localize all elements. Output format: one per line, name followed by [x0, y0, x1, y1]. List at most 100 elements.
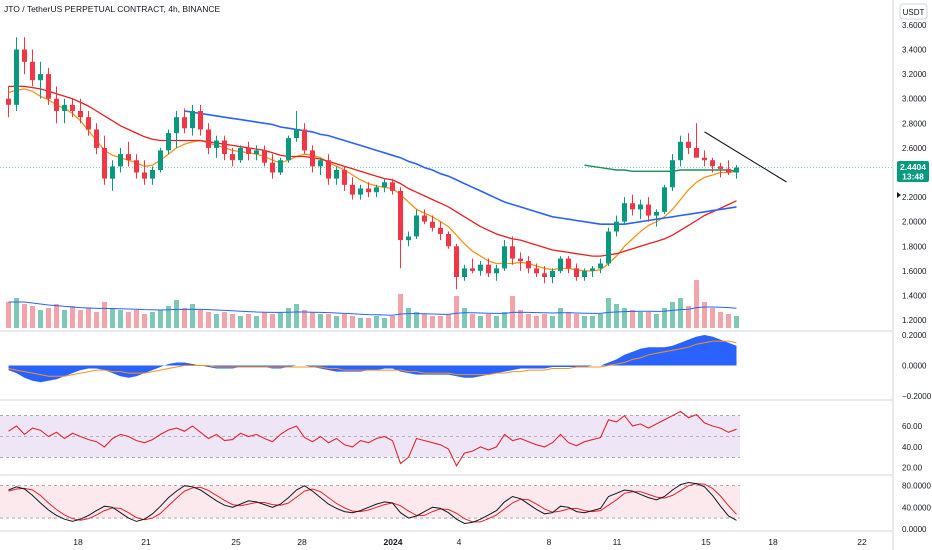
candle[interactable] [630, 194, 635, 216]
candle[interactable] [622, 197, 627, 225]
candle[interactable] [14, 37, 19, 111]
candle[interactable] [446, 231, 451, 249]
candle[interactable] [302, 123, 307, 155]
candle[interactable] [38, 61, 43, 99]
candle[interactable] [270, 154, 275, 179]
candle[interactable] [294, 111, 299, 142]
currency-button[interactable]: USDT [899, 3, 928, 20]
candle[interactable] [726, 160, 731, 175]
candle[interactable] [526, 256, 531, 274]
candle[interactable] [230, 147, 235, 167]
candle[interactable] [390, 178, 395, 195]
candle[interactable] [462, 264, 467, 281]
candle[interactable] [486, 258, 491, 277]
candle[interactable] [214, 135, 219, 158]
candle[interactable] [134, 154, 139, 179]
candle[interactable] [262, 145, 267, 167]
candle[interactable] [30, 49, 35, 87]
rsi-pane[interactable]: 60.00 40.00 20.00 [0, 410, 923, 473]
candle[interactable] [86, 111, 91, 136]
candle[interactable] [422, 209, 427, 225]
candle[interactable] [414, 209, 419, 239]
candle[interactable] [6, 86, 11, 118]
candle[interactable] [102, 135, 107, 185]
candle[interactable] [678, 135, 683, 167]
candle[interactable] [494, 264, 499, 281]
candle[interactable] [702, 150, 707, 167]
candle[interactable] [734, 165, 739, 179]
candle[interactable] [246, 141, 251, 161]
candle[interactable] [510, 236, 515, 265]
candle[interactable] [342, 166, 347, 191]
candle[interactable] [382, 178, 387, 193]
candle[interactable] [278, 157, 283, 175]
candle[interactable] [598, 258, 603, 274]
candle[interactable] [542, 266, 547, 284]
candle[interactable] [182, 108, 187, 134]
candle[interactable] [78, 98, 83, 124]
candle[interactable] [406, 231, 411, 247]
descending-trendline[interactable] [704, 131, 787, 183]
candle[interactable] [710, 157, 715, 173]
candle[interactable] [718, 162, 723, 178]
candle[interactable] [582, 268, 587, 281]
candle[interactable] [502, 240, 507, 271]
stochastic-pane[interactable]: 80.0000 40.0000 0.0000 [0, 482, 931, 534]
candle[interactable] [654, 209, 659, 227]
candle[interactable] [574, 263, 579, 281]
candle[interactable] [22, 37, 27, 75]
candle[interactable] [286, 135, 291, 163]
candle[interactable] [558, 256, 563, 274]
candle[interactable] [430, 215, 435, 232]
candle[interactable] [318, 157, 323, 175]
candle[interactable] [310, 145, 315, 173]
price-pane[interactable]: 3.60003.40003.20003.00002.80002.60002.40… [0, 21, 927, 328]
candle[interactable] [398, 187, 403, 269]
candle[interactable] [638, 199, 643, 220]
candle[interactable] [198, 104, 203, 136]
candle[interactable] [438, 221, 443, 241]
candle[interactable] [142, 160, 147, 185]
candle[interactable] [646, 197, 651, 222]
candle[interactable] [686, 133, 691, 155]
candle[interactable] [118, 147, 123, 173]
candle[interactable] [94, 123, 99, 155]
candle[interactable] [238, 145, 243, 163]
candle[interactable] [166, 129, 171, 155]
candle[interactable] [470, 258, 475, 274]
candle[interactable] [150, 166, 155, 185]
candle[interactable] [54, 86, 59, 124]
candle[interactable] [110, 160, 115, 191]
candle[interactable] [566, 256, 571, 274]
macd-pane[interactable]: 0.2000 0.0000 −0.2000 [8, 331, 932, 401]
candle[interactable] [158, 147, 163, 173]
candle[interactable] [126, 141, 131, 167]
time-axis[interactable]: 18 21 25 28 2024 4 8 11 15 18 22 [73, 537, 867, 547]
candle[interactable] [662, 184, 667, 215]
candle[interactable] [534, 263, 539, 278]
candle[interactable] [326, 154, 331, 185]
candle[interactable] [190, 104, 195, 136]
candle[interactable] [606, 227, 611, 266]
candle[interactable] [46, 68, 51, 105]
candle[interactable] [374, 184, 379, 198]
candle[interactable] [174, 111, 179, 148]
candle[interactable] [590, 266, 595, 277]
candle[interactable] [70, 98, 75, 118]
candle[interactable] [358, 184, 363, 200]
candle[interactable] [222, 135, 227, 161]
candle[interactable] [454, 243, 459, 290]
candle[interactable] [254, 145, 259, 161]
candle[interactable] [670, 154, 675, 191]
candle[interactable] [614, 215, 619, 237]
candle[interactable] [478, 261, 483, 276]
candle[interactable] [350, 177, 355, 200]
candle[interactable] [550, 268, 555, 284]
candle[interactable] [334, 166, 339, 185]
candle[interactable] [366, 182, 371, 198]
candle[interactable] [206, 123, 211, 155]
candle[interactable] [62, 98, 67, 124]
candle[interactable] [694, 123, 699, 158]
candle[interactable] [518, 252, 523, 271]
